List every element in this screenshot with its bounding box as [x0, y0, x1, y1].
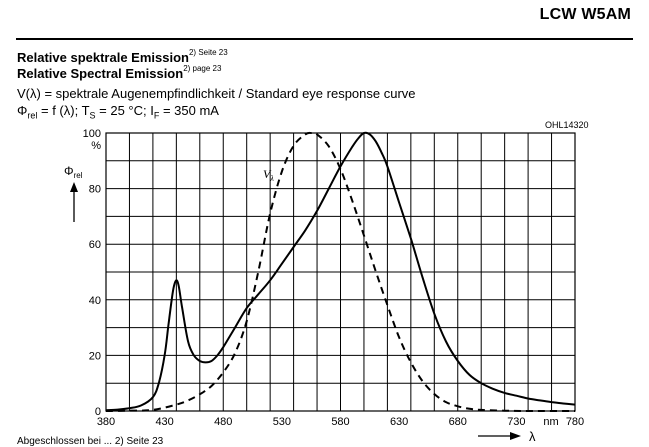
x-axis-label: λ	[529, 429, 536, 444]
y-tick-label: 40	[89, 295, 101, 307]
x-axis-arrow-head	[510, 432, 521, 440]
x-tick-label: 780	[566, 416, 584, 428]
x-tick-label: 380	[97, 416, 115, 428]
chart-labels: 380 430 480 530 580 630 680 730 780 nm 0 20 40 60 80 10…	[64, 128, 584, 444]
x-tick-label: 530	[273, 416, 291, 428]
product-title: LCW W5AM	[539, 6, 631, 23]
y-tick-label: 20	[89, 350, 101, 362]
title-english: Relative Spectral Emission2) page 23	[17, 64, 222, 81]
y-unit-label: %	[91, 140, 101, 152]
x-tick-label: 630	[390, 416, 408, 428]
x-tick-label: 680	[449, 416, 467, 428]
plot-frame	[105, 132, 576, 412]
chart-grid	[105, 132, 576, 412]
x-tick-label: 580	[331, 416, 349, 428]
y-axis-arrow-head	[70, 182, 78, 192]
emission-curve	[105, 131, 576, 412]
y-tick-label: 60	[89, 239, 101, 251]
header-divider	[16, 38, 633, 40]
x-tick-label: 730	[507, 416, 525, 428]
footnote: Abgeschlossen bei ... 2) Seite 23	[17, 436, 164, 447]
v-lambda-label: Vλ	[263, 167, 274, 183]
chart-axes	[70, 132, 576, 440]
figure-code: OHL14320	[545, 120, 589, 130]
y-tick-label: 100	[83, 128, 101, 140]
y-tick-label: 0	[95, 406, 101, 418]
chart-series	[105, 131, 576, 412]
y-tick-label: 80	[89, 184, 101, 196]
title-german-ref: 2) Seite 23	[188, 48, 228, 57]
x-unit-label: nm	[543, 416, 558, 428]
y-axis-label: Φrel	[64, 164, 83, 180]
x-tick-label: 480	[214, 416, 232, 428]
title-german: Relative spektrale Emission2) Seite 23	[17, 48, 228, 65]
title-english-ref: 2) page 23	[183, 64, 222, 73]
v-lambda-description: V(λ) = spektrale Augenempfindlichkeit / …	[17, 86, 416, 101]
test-conditions: Φrel = f (λ); TS = 25 °C; IF = 350 mA	[17, 103, 219, 121]
x-tick-label: 430	[155, 416, 173, 428]
